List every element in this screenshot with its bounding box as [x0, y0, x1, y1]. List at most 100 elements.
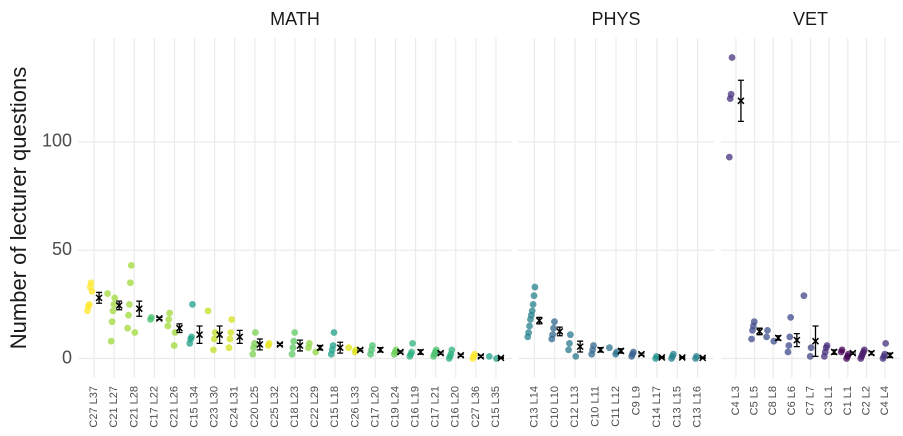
data-point — [368, 342, 376, 349]
x-tick-label: C20 L25 — [249, 386, 261, 428]
data-point — [210, 335, 218, 343]
data-point — [88, 287, 96, 295]
mean-marker — [135, 305, 143, 313]
data-point — [107, 337, 115, 345]
data-point — [225, 344, 233, 352]
data-point — [669, 350, 677, 358]
data-point — [125, 311, 132, 319]
data-point — [530, 292, 538, 300]
data-point — [290, 337, 298, 345]
data-point — [630, 348, 637, 356]
x-tick-label: C21 L26 — [168, 386, 180, 428]
data-point — [448, 346, 456, 354]
mean-marker — [737, 97, 745, 105]
data-point — [881, 350, 889, 358]
data-point — [251, 339, 258, 347]
data-point — [531, 283, 539, 291]
y-axis-label: Number of lecturer questions — [6, 67, 31, 349]
x-tick-label: C8 L8 — [767, 386, 779, 415]
x-tick-label: C11 L12 — [610, 386, 622, 427]
mean-marker — [236, 333, 244, 341]
data-point — [408, 348, 416, 356]
data-point — [882, 339, 890, 347]
mean-marker — [256, 340, 264, 348]
x-tick-label: C13 L15 — [671, 386, 683, 428]
data-point — [165, 316, 173, 323]
data-point — [288, 350, 296, 358]
data-point — [785, 342, 793, 349]
data-point — [164, 322, 172, 330]
x-tick-label: C15 L35 — [490, 386, 502, 428]
mean-marker — [617, 347, 625, 355]
data-point — [188, 333, 195, 341]
x-tick-label: C4 L4 — [879, 386, 891, 415]
x-tick-label: C10 L11 — [590, 386, 602, 427]
data-point — [127, 261, 135, 269]
mean-marker — [276, 340, 284, 348]
mean-marker — [756, 327, 764, 335]
mean-marker — [793, 336, 801, 344]
data-point — [110, 300, 118, 308]
data-point — [525, 329, 533, 336]
data-point — [87, 279, 95, 287]
mean-marker — [886, 351, 894, 359]
mean-marker — [811, 337, 820, 345]
data-point — [471, 350, 479, 358]
data-point — [526, 322, 533, 330]
data-point — [770, 337, 778, 345]
data-point — [807, 344, 815, 352]
data-point — [750, 318, 758, 326]
data-point — [551, 318, 558, 326]
data-point — [111, 294, 119, 302]
data-point — [823, 342, 831, 349]
x-tick-label: C16 L19 — [410, 386, 422, 428]
data-point — [345, 344, 353, 352]
mean-marker — [175, 324, 183, 332]
data-point — [485, 352, 493, 360]
data-point — [409, 339, 416, 347]
x-tick-label: C23 L30 — [209, 386, 221, 428]
data-point — [210, 346, 217, 354]
data-point — [228, 316, 236, 323]
x-tick-label: C27 L37 — [88, 386, 100, 428]
x-tick-label: C22 L29 — [309, 386, 321, 428]
x-tick-label: C21 L27 — [108, 386, 120, 428]
x-tick-label: C6 L6 — [786, 386, 798, 415]
x-tick-label: C2 L2 — [860, 386, 872, 415]
x-tick-label: C16 L20 — [450, 386, 462, 428]
data-point — [170, 342, 178, 349]
mean-marker — [830, 348, 838, 356]
data-point — [189, 300, 196, 308]
x-tick-label: C17 L22 — [148, 386, 160, 428]
data-point — [566, 331, 574, 339]
x-tick-label: C1 L1 — [842, 386, 854, 415]
data-point — [528, 307, 536, 315]
facet-title: VET — [793, 9, 828, 29]
data-point — [226, 335, 234, 343]
data-point — [565, 346, 572, 354]
mean-marker — [597, 346, 605, 354]
data-point — [249, 350, 257, 358]
data-point — [147, 313, 155, 321]
x-tick-label: C17 L21 — [430, 386, 442, 428]
data-point — [265, 339, 273, 347]
x-tick-label: C7 L7 — [805, 386, 817, 415]
data-point — [104, 290, 111, 297]
data-point — [131, 329, 139, 336]
mean-marker — [576, 343, 584, 351]
x-tick-label: C18 L23 — [289, 386, 301, 428]
data-point — [330, 329, 338, 336]
x-tick-label: C5 L5 — [749, 386, 761, 415]
data-point — [728, 54, 736, 61]
mean-marker — [196, 331, 204, 339]
mean-marker — [774, 334, 782, 342]
mean-marker — [216, 331, 224, 339]
data-point — [529, 300, 537, 308]
data-point — [85, 300, 93, 308]
x-tick-label: C9 L9 — [630, 386, 642, 415]
mean-marker — [296, 341, 304, 350]
data-point — [784, 348, 792, 356]
mean-marker — [95, 294, 103, 302]
data-point — [126, 279, 134, 287]
